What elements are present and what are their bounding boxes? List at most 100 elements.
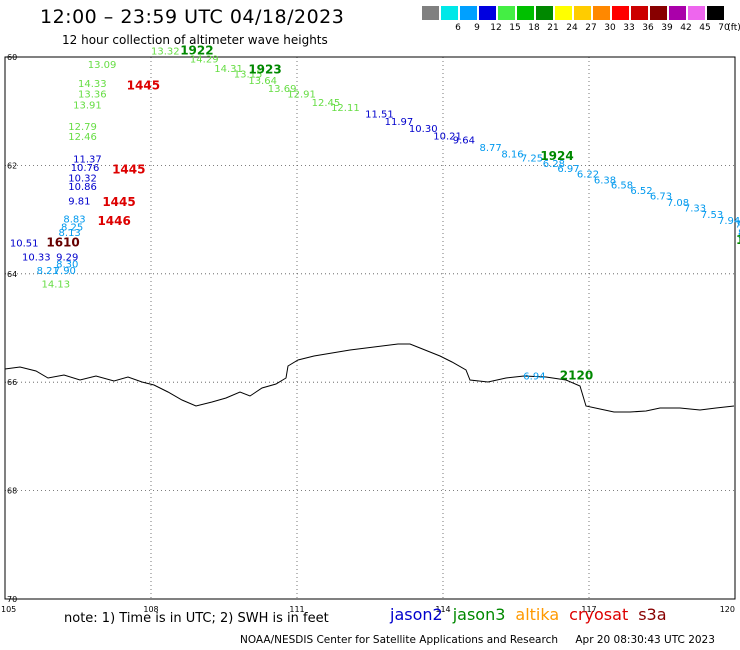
- wave-height-label: 12.79: [68, 122, 97, 133]
- scale-swatch: [536, 6, 553, 20]
- wave-height-label: 8.21: [37, 266, 59, 277]
- wave-height-label: 12.11: [331, 103, 360, 114]
- wave-height-label: 13.09: [88, 60, 117, 71]
- scale-swatch: [574, 6, 591, 20]
- wave-height-label: 7.90: [54, 266, 76, 277]
- wave-height-label: 9.81: [68, 196, 90, 207]
- scale-label: 24: [566, 23, 578, 33]
- scale-label: 18: [528, 23, 540, 33]
- wave-height-label: 10.76: [71, 163, 100, 174]
- wave-height-label: 8.28: [738, 228, 740, 239]
- lat-label: 60: [7, 53, 17, 62]
- scale-swatch: [612, 6, 629, 20]
- wave-height-label: 13.32: [151, 46, 180, 57]
- lat-lon-grid: [5, 57, 735, 599]
- scale-label: 33: [623, 23, 635, 33]
- lat-label: 68: [7, 487, 17, 496]
- lon-label: 114: [435, 605, 450, 614]
- wave-height-label: 9.64: [453, 136, 475, 147]
- credit-text: NOAA/NESDIS Center for Satellite Applica…: [240, 634, 558, 646]
- scale-swatch: [631, 6, 648, 20]
- scale-swatch: [555, 6, 572, 20]
- scale-swatch: [460, 6, 477, 20]
- wave-height-label: 8.83: [63, 214, 85, 225]
- scale-swatch: [650, 6, 667, 20]
- wave-height-label: 6.38: [594, 175, 616, 186]
- wave-height-label: 14.29: [190, 54, 219, 65]
- pass-time-label: 2120: [560, 368, 593, 382]
- scale-swatch: [669, 6, 686, 20]
- scale-swatch: [593, 6, 610, 20]
- wave-height-label: 14.13: [42, 279, 71, 290]
- wave-height-label: 13.91: [73, 100, 102, 111]
- wave-height-label: 13.69: [268, 84, 297, 95]
- lon-label: 120: [720, 605, 735, 614]
- wave-height-label: 7.94: [718, 216, 740, 227]
- wave-height-label: 10.51: [10, 239, 39, 250]
- pass-time-label: 1610: [46, 236, 79, 250]
- satellite-legend-item: s3a: [638, 605, 667, 624]
- satellite-legend: jason2 jason3 altika cryosat s3a: [390, 605, 677, 624]
- scale-label: 15: [509, 23, 521, 33]
- wave-height-label: 10.33: [22, 252, 51, 263]
- wave-height-label: 9.29: [56, 252, 78, 263]
- pass-time-label: 1: [736, 233, 740, 247]
- satellite-legend-item: jason2: [390, 605, 443, 624]
- wave-height-label: 7.25: [521, 154, 543, 165]
- wave-height-label: 13.15: [234, 70, 263, 81]
- wave-height-label: 12.91: [287, 90, 316, 101]
- wave-height-label: 10.86: [68, 182, 97, 193]
- wave-height-label: 7.92: [738, 232, 740, 243]
- scale-unit: (ft): [727, 23, 740, 33]
- wave-height-label: 12.46: [68, 132, 97, 143]
- scale-swatch: [517, 6, 534, 20]
- wave-height-label: 14.33: [78, 79, 107, 90]
- wave-height-label: 6.97: [557, 164, 579, 175]
- wave-height-label: 10.32: [68, 174, 97, 185]
- map-title: 12:00 – 23:59 UTC 04/18/2023: [40, 6, 345, 28]
- wave-height-label: 11.37: [73, 155, 102, 166]
- wave-height-label: 6.73: [650, 192, 672, 203]
- scale-swatch: [479, 6, 496, 20]
- scale-label: 45: [699, 23, 711, 33]
- scale-label: 30: [604, 23, 616, 33]
- lat-label: 66: [7, 378, 17, 387]
- scale-label: 6: [455, 23, 461, 33]
- scale-swatch: [688, 6, 705, 20]
- wave-labels: 13.32 13.09 14.2914.3113.1513.6413.6912.91…: [10, 43, 740, 382]
- lon-label: 111: [289, 605, 304, 614]
- coastline: [4, 343, 735, 413]
- scale-label: 12: [490, 23, 502, 33]
- generated-timestamp: Apr 20 08:30:43 UTC 2023: [575, 634, 715, 646]
- credit-line: NOAA/NESDIS Center for Satellite Applica…: [240, 634, 715, 646]
- satellite-legend-item: jason3: [452, 605, 506, 624]
- scale-swatch: [422, 6, 439, 20]
- wave-height-label: 12.45: [312, 98, 341, 109]
- wave-height-label: 13.36: [78, 90, 107, 101]
- wave-height-label: 8.25: [61, 222, 83, 233]
- map-subtitle: 12 hour collection of altimeter wave hei…: [62, 33, 328, 47]
- lon-label: 108: [143, 605, 158, 614]
- scale-label: 70: [718, 23, 730, 33]
- wave-height-label: 7.20: [738, 224, 740, 235]
- satellite-legend-item: cryosat: [569, 605, 629, 624]
- scale-label: 9: [474, 23, 480, 33]
- wave-height-label: 7.21: [735, 220, 740, 231]
- wave-height-label: 8.77: [480, 143, 502, 154]
- wave-height-label: 7.08: [667, 198, 689, 209]
- pass-time-label: 1922: [180, 43, 213, 57]
- wave-height-label: 10.30: [409, 124, 438, 135]
- scale-swatch: [441, 6, 458, 20]
- scale-label: 27: [585, 23, 597, 33]
- scale-swatch: [498, 6, 515, 20]
- pass-time-label: 1446: [97, 214, 130, 228]
- wave-height-label: 13.64: [248, 76, 277, 87]
- pass-time-label: 1923: [248, 62, 281, 76]
- wave-height-label: 6.22: [577, 169, 599, 180]
- wave-height-label: 10.21: [433, 131, 462, 142]
- lat-label: 62: [7, 161, 17, 170]
- scale-label: 39: [661, 23, 673, 33]
- pass-time-label: 1445: [127, 79, 160, 93]
- wave-height-label: 11.51: [365, 110, 394, 121]
